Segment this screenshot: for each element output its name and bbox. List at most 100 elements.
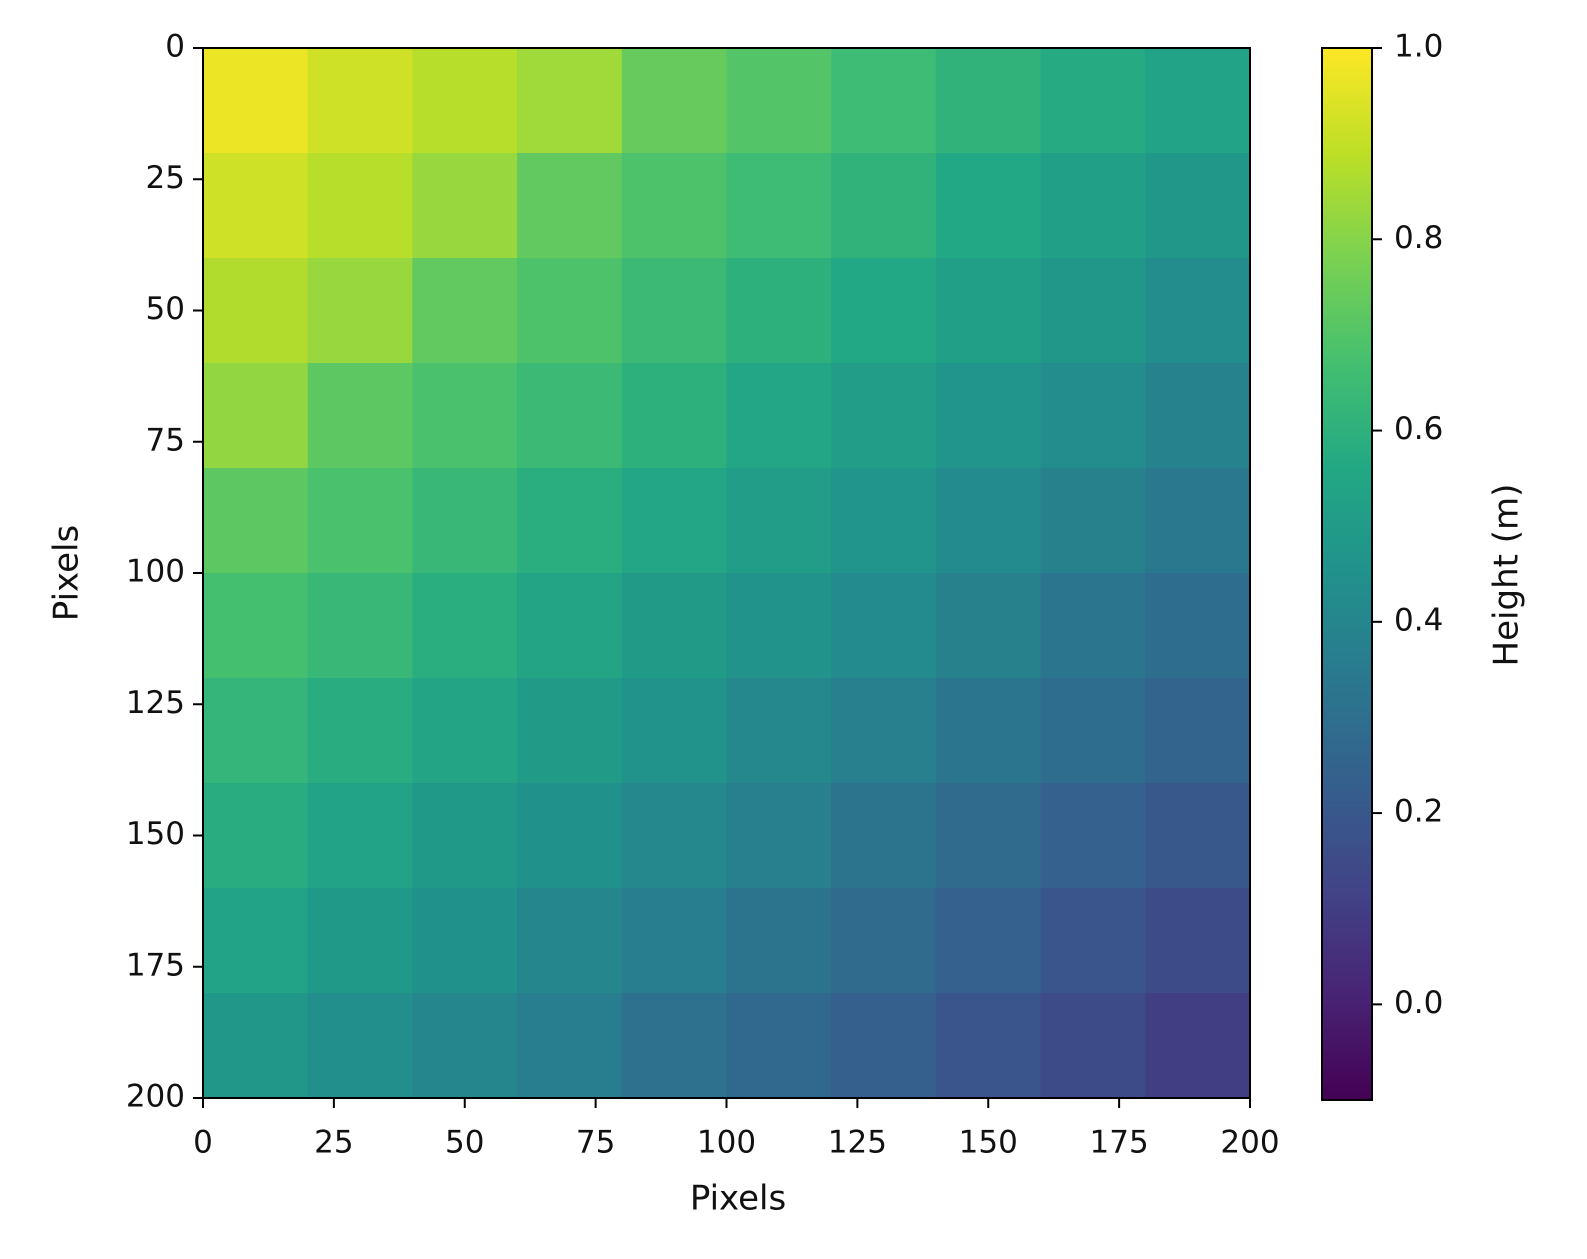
x-tick-label: 0 <box>193 1125 213 1161</box>
heatmap-cell <box>517 573 623 679</box>
heatmap-cell <box>517 783 623 889</box>
heatmap-cell <box>203 48 309 154</box>
x-axis-label: Pixels <box>690 1179 786 1219</box>
heatmap-cell <box>935 573 1042 679</box>
heatmap-cell <box>1040 888 1146 994</box>
heatmap-cell <box>307 678 413 784</box>
heatmap-cell <box>935 153 1042 259</box>
heatmap-cell <box>831 888 937 994</box>
heatmap-cell <box>307 888 413 994</box>
heatmap-cell <box>726 363 832 469</box>
heatmap-cell <box>621 363 727 469</box>
heatmap-cell <box>412 153 518 259</box>
y-tick-label: 125 <box>126 685 185 721</box>
heatmap-cell <box>307 468 413 574</box>
heatmap-cell <box>412 573 518 679</box>
heatmap-cell <box>307 783 413 889</box>
colorbar-label: Height (m) <box>1487 484 1527 667</box>
heatmap-cell <box>412 363 518 469</box>
heatmap-cell <box>726 993 832 1098</box>
heatmap-cell <box>203 363 309 469</box>
heatmap-cell <box>831 153 937 259</box>
heatmap-cell <box>203 678 309 784</box>
y-tick-label: 150 <box>126 816 185 852</box>
heatmap-cell <box>517 48 623 154</box>
heatmap-cell <box>1145 363 1250 469</box>
x-tick-label: 150 <box>959 1125 1018 1161</box>
heatmap-cell <box>1145 783 1250 889</box>
heatmap-cell <box>1040 678 1146 784</box>
heatmap-cell <box>1040 48 1146 154</box>
heatmap-cell <box>517 678 623 784</box>
heatmap-cell <box>412 258 518 364</box>
heatmap-cell <box>203 468 309 574</box>
heatmap-cell <box>935 678 1042 784</box>
heatmap-cell <box>621 993 727 1098</box>
heatmap-cell <box>621 258 727 364</box>
x-tick-label: 175 <box>1090 1125 1149 1161</box>
heatmap-cell <box>1040 153 1146 259</box>
heatmap-cell <box>726 153 832 259</box>
heatmap-cell <box>412 888 518 994</box>
heatmap-cell <box>621 48 727 154</box>
y-tick-label: 100 <box>126 554 185 590</box>
heatmap-cell <box>935 48 1042 154</box>
y-tick-label: 175 <box>126 947 185 983</box>
x-tick-label: 125 <box>828 1125 887 1161</box>
heatmap-cell <box>1040 258 1146 364</box>
heatmap-cell <box>621 153 727 259</box>
heatmap-cell <box>1145 678 1250 784</box>
heatmap-cell <box>621 678 727 784</box>
heatmap-cell <box>517 258 623 364</box>
x-tick-label: 50 <box>445 1125 484 1161</box>
heatmap-cell <box>412 783 518 889</box>
heatmap-cell <box>621 468 727 574</box>
heatmap-cell <box>307 153 413 259</box>
heatmap-cell <box>726 888 832 994</box>
heatmap-cell <box>935 468 1042 574</box>
heatmap-cell <box>831 258 937 364</box>
heatmap-cell <box>935 888 1042 994</box>
heatmap-cell <box>203 888 309 994</box>
heatmap-cell <box>935 993 1042 1098</box>
heatmap-cell <box>412 48 518 154</box>
colorbar-tick-label: 0.2 <box>1394 794 1443 830</box>
colorbar <box>1321 47 1373 1101</box>
heatmap-cell <box>726 783 832 889</box>
heatmap-cell <box>203 573 309 679</box>
y-tick-label: 200 <box>126 1079 185 1115</box>
y-tick-label: 0 <box>165 29 185 65</box>
heatmap-cell <box>831 48 937 154</box>
heatmap-cell <box>203 993 309 1098</box>
heatmap-cell <box>1145 993 1250 1098</box>
heatmap-cell <box>831 573 937 679</box>
colorbar-tick-label: 0.6 <box>1394 411 1443 447</box>
heatmap-cell <box>307 258 413 364</box>
heatmap-cell <box>1040 363 1146 469</box>
heatmap-cell <box>517 888 623 994</box>
heatmap-cell <box>1040 993 1146 1098</box>
y-tick-label: 50 <box>146 291 185 327</box>
heatmap-cell <box>935 258 1042 364</box>
heatmap-cell <box>412 993 518 1098</box>
heatmap-cell <box>203 783 309 889</box>
heatmap <box>203 48 1250 1098</box>
x-tick-label: 200 <box>1220 1125 1279 1161</box>
y-tick-label: 75 <box>146 422 185 458</box>
heatmap-cell <box>831 783 937 889</box>
heatmap-cell <box>831 993 937 1098</box>
heatmap-cell <box>621 783 727 889</box>
x-tick-label: 25 <box>314 1125 353 1161</box>
heatmap-cell <box>935 783 1042 889</box>
heatmap-cell <box>517 468 623 574</box>
heatmap-cell <box>307 363 413 469</box>
heatmap-cell <box>726 258 832 364</box>
heatmap-cell <box>726 48 832 154</box>
heatmap-cell <box>621 573 727 679</box>
x-tick-label: 100 <box>697 1125 756 1161</box>
heatmap-cell <box>1145 468 1250 574</box>
heatmap-cell <box>307 48 413 154</box>
colorbar-tick-label: 1.0 <box>1394 29 1443 65</box>
heatmap-cell <box>1145 153 1250 259</box>
